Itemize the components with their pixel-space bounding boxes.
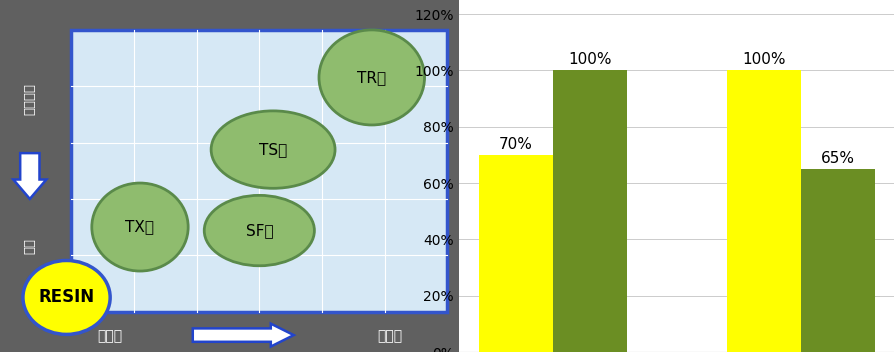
Text: RESIN: RESIN — [38, 288, 95, 307]
Bar — [478, 155, 552, 352]
Bar — [800, 169, 874, 352]
Text: TX～: TX～ — [125, 220, 155, 234]
Text: 100%: 100% — [568, 52, 611, 67]
Text: 70%: 70% — [499, 137, 532, 151]
Bar — [552, 70, 627, 352]
Ellipse shape — [23, 260, 110, 334]
Text: 摩耗量: 摩耗量 — [97, 329, 122, 343]
FancyBboxPatch shape — [71, 30, 447, 312]
Ellipse shape — [92, 183, 188, 271]
Bar — [726, 70, 800, 352]
Ellipse shape — [318, 30, 424, 125]
Text: TS～: TS～ — [258, 142, 287, 157]
FancyArrow shape — [192, 324, 293, 346]
Text: 低い: 低い — [23, 238, 37, 254]
Text: 研削能率: 研削能率 — [23, 83, 37, 114]
Text: 65%: 65% — [820, 151, 854, 165]
Text: 100%: 100% — [741, 52, 785, 67]
Text: SF～: SF～ — [245, 223, 273, 238]
Text: 少ない: 少ない — [377, 329, 402, 343]
FancyArrow shape — [13, 153, 46, 199]
Ellipse shape — [204, 195, 314, 266]
Ellipse shape — [211, 111, 334, 188]
Text: TR～: TR～ — [357, 70, 386, 85]
